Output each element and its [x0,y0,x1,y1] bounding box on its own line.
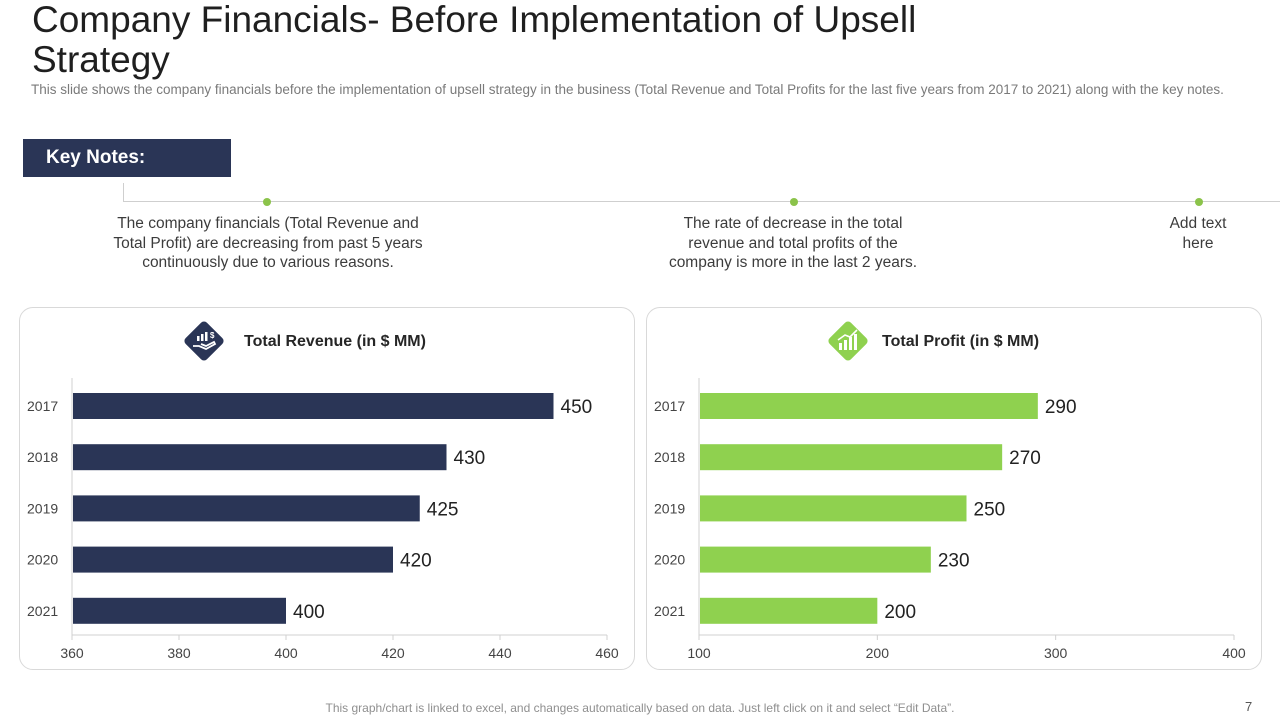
profit-category-label: 2020 [654,552,685,568]
key-notes-header: Key Notes: [23,139,231,177]
revenue-category-label: 2020 [27,552,58,568]
profit-data-label: 290 [1045,397,1077,418]
revenue-bar-2018 [73,444,447,471]
revenue-data-label: 420 [400,551,432,572]
timeline-dot-2 [790,198,798,206]
revenue-x-tick-label: 460 [595,645,619,661]
revenue-chart-title: Total Revenue (in $ MM) [244,333,426,350]
revenue-data-label: 425 [427,499,459,520]
growth-chart-icon [828,321,868,361]
revenue-category-label: 2018 [27,449,58,465]
footer-note: This graph/chart is linked to excel, and… [325,701,955,715]
revenue-category-label: 2017 [27,398,58,414]
key-note-2: The rate of decrease in the total revenu… [668,215,918,271]
slide-title: Company Financials- Before Implementatio… [32,0,917,80]
revenue-data-label: 400 [293,602,325,623]
revenue-bar-2017 [73,393,554,419]
profit-chart-title: Total Profit (in $ MM) [882,333,1040,350]
profit-bar-2018 [700,444,1003,471]
profit-category-label: 2021 [654,603,685,619]
profit-x-tick-label: 200 [866,645,890,661]
revenue-data-label: 450 [561,397,593,418]
profit-bar-2019 [700,495,967,522]
profit-category-label: 2017 [654,398,685,414]
revenue-x-tick-label: 360 [60,645,84,661]
svg-text:$: $ [210,331,215,340]
timeline-dot-3 [1195,198,1203,206]
revenue-category-label: 2021 [27,603,58,619]
page-number: 7 [1245,699,1253,714]
profit-bar-2020 [700,546,931,573]
revenue-x-tick-label: 380 [167,645,191,661]
profit-x-tick-label: 100 [687,645,711,661]
slide-subtitle: This slide shows the company financials … [31,82,1224,97]
connector-horizontal [123,201,1280,202]
revenue-bar-2020 [73,546,393,573]
profit-data-label: 250 [974,499,1006,520]
timeline-dot-1 [263,198,271,206]
profit-x-tick-label: 300 [1044,645,1068,661]
revenue-bar-2019 [73,495,420,522]
revenue-data-label: 430 [454,448,486,469]
hand-money-icon: $ [184,321,224,361]
revenue-x-tick-label: 420 [381,645,405,661]
connector-vertical [123,183,124,202]
revenue-category-label: 2019 [27,500,58,516]
profit-bar-2021 [700,597,878,624]
profit-x-tick-label: 400 [1222,645,1246,661]
key-note-1: The company financials (Total Revenue an… [113,215,423,271]
revenue-x-tick-label: 400 [274,645,298,661]
profit-data-label: 200 [884,602,916,623]
profit-data-label: 230 [938,551,970,572]
profit-category-label: 2019 [654,500,685,516]
revenue-bar-chart: 2017 450 2018 430 2019 425 2020 420 2021 400 360 38… [27,378,619,661]
profit-bar-2017 [700,393,1038,419]
profit-bar-chart: 2017 290 2018 270 2019 250 2020 230 2021 200 100 20… [654,378,1246,661]
profit-category-label: 2018 [654,449,685,465]
revenue-x-tick-label: 440 [488,645,512,661]
key-note-3: Add text here [1169,215,1227,252]
revenue-bar-2021 [73,597,286,624]
profit-data-label: 270 [1009,448,1041,469]
